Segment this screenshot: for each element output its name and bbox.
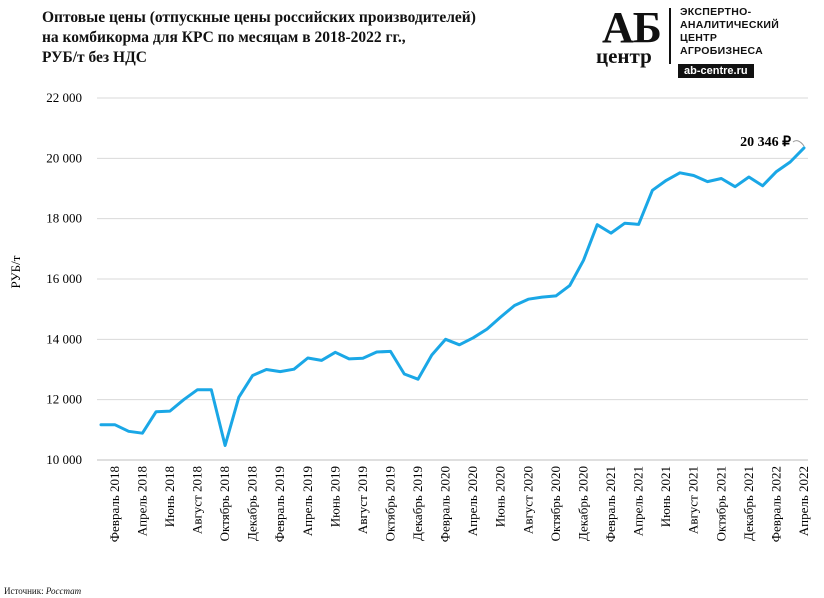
source-note: Источник: Росстат [4, 586, 81, 596]
x-tick-label: Декабрь 2021 [741, 466, 756, 541]
x-tick-label: Декабрь 2020 [575, 466, 590, 541]
x-tick-label: Февраль 2019 [272, 466, 287, 542]
x-tick-label: Февраль 2018 [107, 466, 122, 542]
y-axis-ticks: 10 000 12 000 14 000 16 000 18 000 20 000 22 0… [46, 90, 82, 467]
x-tick-label: Октябрь 2019 [382, 466, 397, 541]
logo-line-3: ЦЕНТР [680, 32, 718, 44]
x-tick-label: Декабрь 2019 [410, 466, 425, 541]
y-tick-label: 18 000 [46, 211, 82, 226]
title-line-3: РУБ/т без НДС [42, 49, 147, 66]
logo-center-text: центр [596, 44, 652, 68]
logo-line-2: АНАЛИТИЧЕСКИЙ [680, 19, 780, 31]
y-tick-label: 20 000 [46, 150, 82, 165]
x-tick-label: Август 2021 [686, 466, 701, 534]
x-tick-label: Апрель 2019 [300, 466, 315, 536]
x-tick-label: Февраль 2020 [438, 466, 453, 542]
x-tick-label: Апрель 2022 [796, 466, 811, 536]
y-axis-label: РУБ/т [8, 255, 23, 288]
x-tick-label: Июнь 2021 [658, 466, 673, 527]
x-tick-label: Июнь 2019 [327, 466, 342, 527]
series-line [99, 146, 806, 447]
y-tick-label: 16 000 [46, 271, 82, 286]
logo-line-4: АГРОБИЗНЕСА [680, 45, 764, 57]
x-tick-label: Апрель 2020 [465, 466, 480, 536]
y-tick-label: 12 000 [46, 392, 82, 407]
x-tick-label: Февраль 2022 [768, 466, 783, 542]
logo-ab-text: АБ [602, 3, 662, 52]
x-tick-label: Апрель 2018 [134, 466, 149, 536]
title-line-1: Оптовые цены (отпускные цены российских … [42, 9, 476, 26]
y-tick-label: 10 000 [46, 452, 82, 467]
x-tick-label: Февраль 2021 [603, 466, 618, 542]
x-tick-label: Июнь 2020 [493, 466, 508, 527]
title-line-2: на комбикорма для КРС по месяцам в 2018-… [42, 29, 406, 46]
grid-lines [97, 97, 808, 461]
y-tick-label: 14 000 [46, 331, 82, 346]
x-tick-label: Июнь 2018 [162, 466, 177, 527]
x-tick-label: Декабрь 2018 [245, 466, 260, 541]
x-tick-label: Октябрь 2021 [713, 466, 728, 541]
last-value-annotation: 20 346 ₽ [740, 135, 791, 150]
x-tick-label: Август 2018 [189, 466, 204, 534]
annotation-leader [792, 140, 805, 147]
x-axis-ticks: Февраль 2018 Апрель 2018 Июнь 2018 Август 2… [107, 466, 811, 542]
ab-centre-logo[interactable]: АБ центр ЭКСПЕРТНО- АНАЛИТИЧЕСКИЙ ЦЕНТР … [594, 3, 800, 80]
source-label: Источник: [4, 586, 44, 596]
x-tick-label: Август 2019 [355, 466, 370, 534]
x-tick-label: Октябрь 2020 [548, 466, 563, 541]
source-name: Росстат [45, 586, 82, 596]
logo-site-link[interactable]: ab-centre.ru [678, 64, 754, 78]
x-tick-label: Апрель 2021 [631, 466, 646, 536]
logo-divider [669, 8, 671, 64]
y-tick-label: 22 000 [46, 90, 82, 105]
x-tick-label: Октябрь 2018 [217, 466, 232, 541]
logo-line-1: ЭКСПЕРТНО- [680, 6, 752, 18]
x-tick-label: Август 2020 [520, 466, 535, 534]
chart-title: Оптовые цены (отпускные цены российских … [42, 8, 602, 68]
